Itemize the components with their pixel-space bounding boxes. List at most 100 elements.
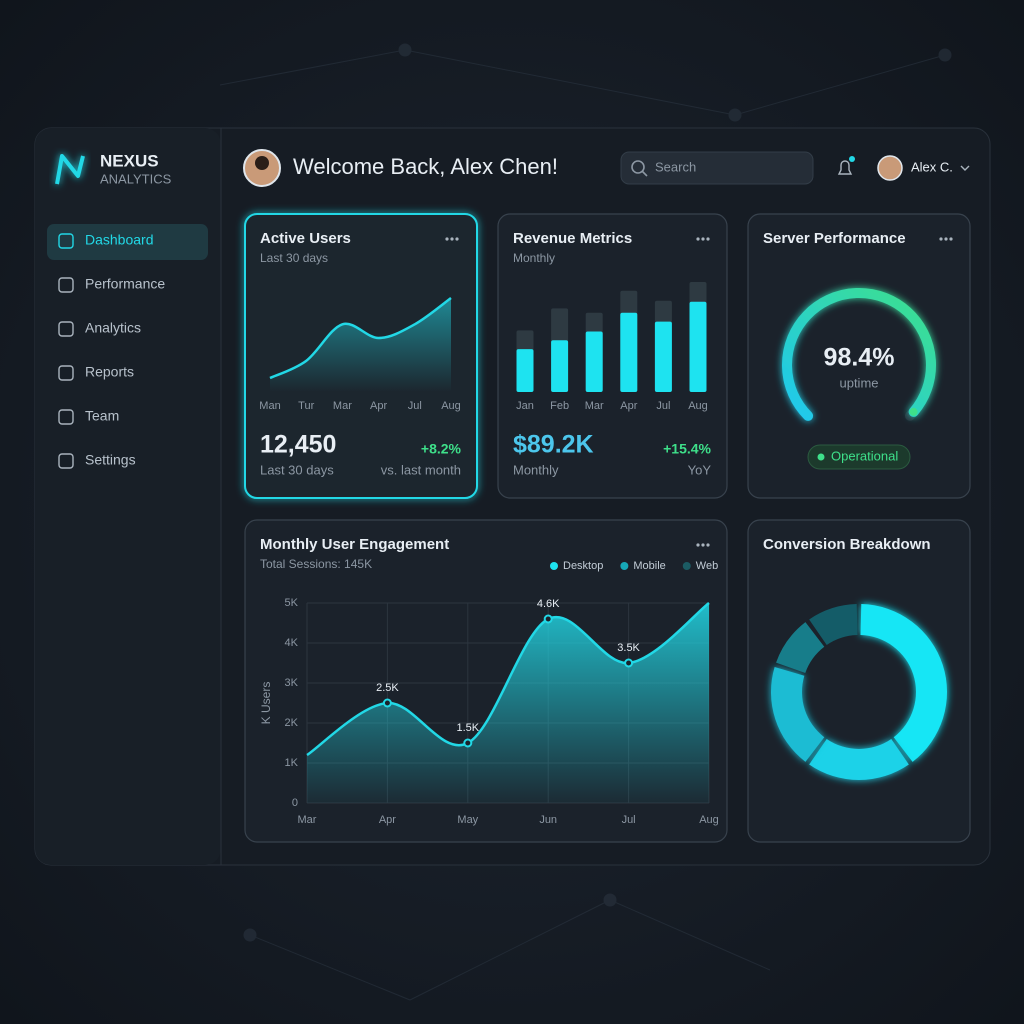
stat-caption: Last 30 days	[260, 462, 334, 477]
y-axis-title: K Users	[259, 682, 273, 725]
x-tick-label: Jul	[622, 814, 636, 826]
stat-caption: Monthly	[513, 462, 559, 477]
data-point	[624, 658, 634, 668]
nav-icon	[58, 365, 74, 381]
data-label: 4.6K	[537, 598, 560, 610]
y-tick-label: 0	[292, 797, 298, 809]
x-tick-label: Jul	[656, 400, 670, 412]
nav-icon	[58, 453, 74, 469]
nav-item[interactable]: Performance	[85, 276, 165, 292]
donut-segment	[776, 622, 825, 673]
x-tick-label: Apr	[620, 400, 637, 412]
user-name[interactable]: Alex C.	[911, 159, 953, 174]
stat-change: +15.4%	[663, 441, 711, 457]
card-title: Server Performance	[763, 230, 906, 247]
user-chevron[interactable]	[960, 165, 970, 171]
x-tick-label: Mar	[585, 400, 604, 412]
donut-segment	[771, 667, 825, 762]
x-tick-label: Mar	[333, 400, 352, 412]
x-tick-label: Apr	[370, 400, 387, 412]
x-tick-label: Jun	[539, 814, 557, 826]
x-tick-label: May	[457, 814, 478, 826]
nav-item[interactable]: Team	[85, 408, 119, 424]
x-tick-label: Tur	[298, 400, 314, 412]
donut-segment	[860, 604, 947, 762]
gauge-value: 98.4%	[824, 344, 895, 372]
x-tick-label: Man	[259, 400, 280, 412]
status-text: Operational	[831, 448, 898, 463]
legend-label: Desktop	[563, 560, 603, 572]
bar	[516, 349, 534, 392]
nav-item[interactable]: Analytics	[85, 320, 141, 336]
data-label: 2.5K	[376, 682, 399, 694]
nav-icon	[58, 321, 74, 337]
card-conversion	[747, 519, 971, 843]
nav-item[interactable]: Dashboard	[85, 232, 154, 248]
bar	[551, 340, 569, 392]
y-tick-label: 5K	[285, 597, 299, 609]
stat-change-caption: vs. last month	[381, 462, 461, 477]
card-title: Active Users	[260, 230, 351, 247]
x-tick-label: Jul	[408, 400, 422, 412]
area	[307, 603, 709, 803]
data-label: 3.5K	[617, 642, 640, 654]
stat-change-caption: YoY	[688, 462, 712, 477]
card-server	[747, 213, 971, 499]
user-avatar[interactable]	[877, 155, 903, 181]
card-revenue	[497, 213, 728, 499]
line	[269, 296, 452, 380]
nav-icon	[58, 409, 74, 425]
card-subtitle: Total Sessions: 145K	[260, 557, 372, 571]
x-tick-label: Aug	[699, 814, 719, 826]
nav-icon	[58, 277, 74, 293]
welcome-text: Welcome Back, Alex Chen!	[293, 154, 558, 179]
data-point	[463, 738, 473, 748]
x-tick-label: Aug	[441, 400, 461, 412]
bar	[620, 312, 638, 392]
legend-swatch	[550, 562, 558, 570]
stat-value: $89.2K	[513, 431, 594, 459]
legend-swatch	[620, 562, 629, 570]
data-point	[382, 698, 392, 708]
notification-dot	[849, 156, 855, 162]
nav-active-bg[interactable]	[47, 224, 208, 260]
y-tick-label: 2K	[285, 717, 299, 729]
x-tick-label: Jan	[516, 400, 534, 412]
line-area	[270, 298, 451, 392]
legend-swatch	[682, 562, 691, 570]
legend-label: Mobile	[633, 560, 665, 572]
data-point	[543, 614, 553, 624]
stat-change: +8.2%	[421, 441, 462, 457]
card-subtitle: Last 30 days	[260, 251, 328, 265]
area-line	[306, 601, 710, 757]
x-tick-label: Apr	[379, 814, 396, 826]
network-decoration	[219, 43, 952, 1001]
legend-label: Web	[696, 560, 718, 572]
search-box[interactable]	[620, 151, 814, 185]
x-tick-label: Aug	[688, 400, 708, 412]
y-tick-label: 3K	[285, 677, 299, 689]
card-title: Revenue Metrics	[513, 230, 632, 247]
search-icon	[631, 160, 645, 174]
card-title: Conversion Breakdown	[763, 536, 931, 553]
bell-icon[interactable]	[837, 160, 853, 175]
card-menus[interactable]	[445, 237, 953, 547]
bar	[689, 301, 707, 392]
status-pill	[807, 444, 911, 470]
donut-segment	[809, 738, 909, 781]
card-subtitle: Monthly	[513, 251, 555, 265]
nav: Dashboard Performance Analytics Reports Team…	[58, 232, 165, 469]
y-tick-label: 4K	[285, 637, 299, 649]
gauge-knob	[909, 407, 918, 416]
nav-item[interactable]: Settings	[85, 452, 136, 468]
gauge-caption: uptime	[839, 375, 878, 390]
y-tick-label: 1K	[285, 757, 299, 769]
status-dot	[817, 453, 825, 461]
logo	[55, 154, 85, 185]
brand-tagline: ANALYTICS	[100, 171, 172, 186]
search-icon-handle	[641, 170, 648, 177]
nav-icon	[58, 233, 74, 249]
nav-item[interactable]: Reports	[85, 364, 134, 380]
x-tick-label: Mar	[298, 814, 317, 826]
